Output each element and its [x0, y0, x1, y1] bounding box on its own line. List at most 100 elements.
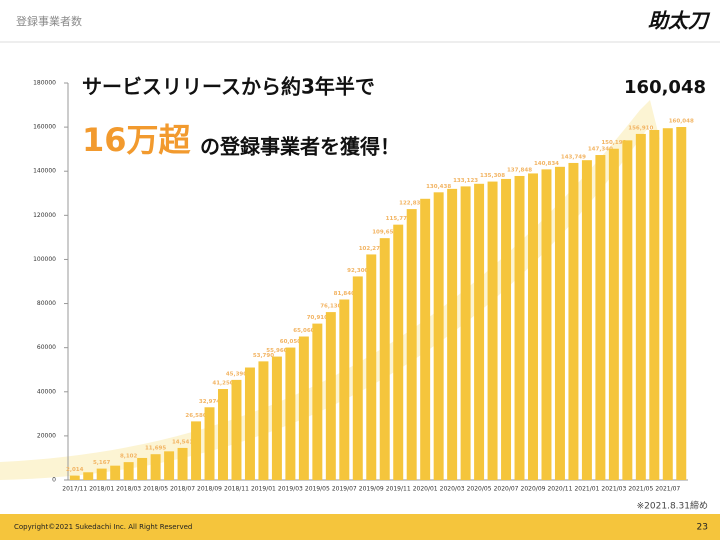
bar	[528, 173, 538, 480]
bar	[258, 361, 269, 480]
bar	[541, 169, 552, 480]
x-tick-label: 2019/01	[251, 486, 276, 493]
value-label: 92,300	[347, 268, 368, 274]
bar	[231, 379, 242, 480]
bar	[366, 254, 377, 480]
x-tick-label: 2018/07	[170, 486, 195, 493]
x-tick-label: 2018/11	[224, 486, 249, 493]
bar	[514, 175, 525, 481]
value-label: 122,830	[399, 201, 424, 207]
value-label: 26,580	[185, 413, 206, 419]
bar	[271, 356, 282, 480]
value-label: 135,308	[480, 173, 505, 179]
value-label: 150,190	[601, 140, 626, 146]
bar	[501, 178, 512, 481]
value-label: 76,130	[320, 304, 341, 310]
header-title: 登録事業者数	[16, 14, 82, 28]
note: ※2021.8.31締め	[637, 500, 708, 512]
y-tick-label: 180000	[33, 80, 56, 87]
value-label: 53,790	[253, 353, 274, 359]
bar	[110, 465, 121, 480]
bar	[298, 336, 309, 480]
y-tick-label: 60000	[37, 344, 56, 351]
bar	[393, 224, 404, 480]
bar	[406, 209, 417, 480]
x-tick-label: 2019/09	[359, 486, 384, 493]
x-tick-label: 2019/03	[278, 486, 303, 493]
bar	[164, 451, 175, 480]
x-tick-label: 2020/05	[467, 486, 492, 493]
bar	[218, 389, 228, 480]
x-tick-label: 2020/03	[440, 486, 465, 493]
y-tick-label: 0	[52, 477, 56, 484]
bar	[433, 192, 444, 480]
value-label: 160,048	[669, 119, 694, 125]
bar	[595, 155, 606, 480]
value-label: 140,834	[534, 161, 559, 167]
x-tick-label: 2021/05	[628, 486, 653, 493]
bar	[460, 186, 471, 480]
bar	[285, 347, 296, 480]
value-label: 70,910	[307, 315, 328, 321]
bar	[312, 323, 323, 480]
copyright: Copyright©2021 Sukedachi Inc. All Right …	[14, 523, 192, 531]
value-label: 81,840	[334, 291, 355, 297]
bar	[487, 181, 498, 481]
headline-1: サービスリリースから約3年半で	[82, 75, 375, 99]
value-label: 65,060	[293, 328, 314, 334]
value-label: 109,650	[372, 230, 397, 236]
value-label: 133,123	[453, 178, 478, 184]
bar	[649, 129, 660, 480]
bar	[635, 133, 646, 481]
bar	[339, 299, 350, 480]
x-tick-label: 2017/11	[62, 486, 87, 493]
value-label: 14,541	[172, 439, 193, 445]
bar	[554, 166, 565, 481]
y-tick-label: 80000	[37, 300, 56, 307]
value-label: 102,270	[359, 246, 384, 252]
value-label: 55,960	[266, 348, 287, 354]
bar	[379, 238, 390, 480]
value-label: 147,340	[588, 147, 613, 153]
x-tick-label: 2021/07	[655, 486, 680, 493]
x-tick-label: 2018/03	[116, 486, 141, 493]
bar	[622, 140, 633, 480]
y-tick-label: 20000	[37, 432, 56, 439]
logo: 助太刀	[648, 9, 711, 33]
bar	[581, 160, 592, 480]
x-tick-label: 2019/05	[305, 486, 330, 493]
bar	[69, 475, 80, 480]
bar	[568, 162, 579, 480]
page-number: 23	[697, 523, 708, 533]
headline-2: の登録事業者を獲得！	[200, 135, 400, 159]
x-tick-label: 2018/05	[143, 486, 168, 493]
x-tick-label: 2021/01	[574, 486, 599, 493]
bar	[608, 148, 619, 480]
bar	[447, 188, 458, 480]
value-label: 5,167	[93, 460, 111, 466]
x-tick-label: 2018/09	[197, 486, 222, 493]
headline-highlight: 16万超	[82, 121, 192, 159]
x-tick-label: 2019/07	[332, 486, 357, 493]
big-number: 160,048	[624, 77, 706, 98]
value-label: 60,050	[280, 339, 301, 345]
value-label: 137,848	[507, 167, 532, 173]
value-label: 41,250	[212, 381, 233, 387]
bar	[662, 128, 673, 481]
y-tick-label: 120000	[33, 212, 56, 219]
value-label: 8,102	[120, 454, 138, 460]
bar	[83, 472, 94, 480]
value-label: 32,974	[199, 399, 220, 405]
y-tick-label: 140000	[33, 168, 56, 175]
bar	[137, 457, 148, 480]
bar	[676, 127, 687, 480]
bar	[474, 183, 485, 480]
value-label: 156,910	[628, 125, 653, 131]
bar	[96, 468, 107, 480]
bar	[191, 421, 202, 480]
bar	[352, 276, 363, 480]
x-tick-label: 2020/01	[413, 486, 438, 493]
value-label: 130,438	[426, 184, 451, 190]
bar	[244, 367, 255, 480]
x-tick-label: 2020/11	[547, 486, 572, 493]
